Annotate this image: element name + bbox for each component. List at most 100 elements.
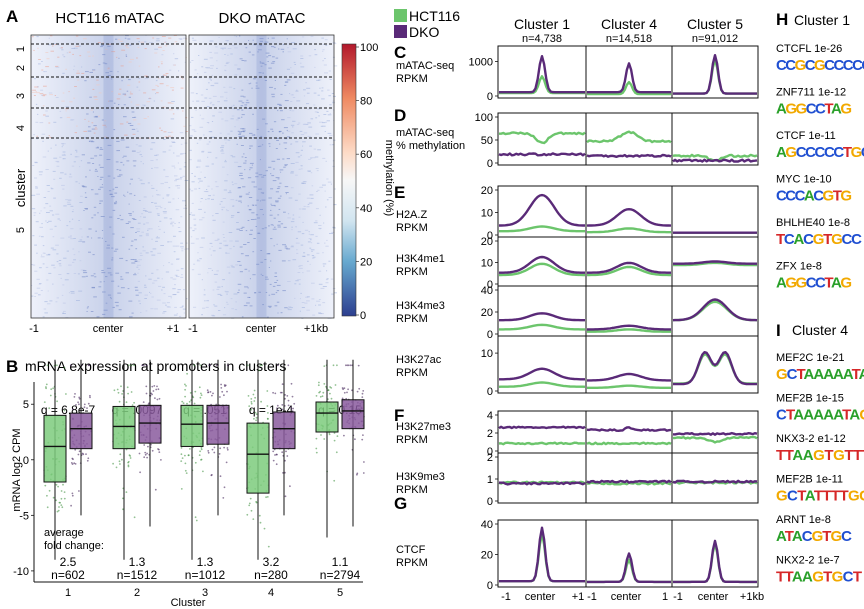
heatmap-cell (65, 199, 68, 201)
heatmap-cell (211, 121, 214, 122)
heatmap-cell (283, 127, 288, 129)
heatmap-cell (64, 279, 69, 281)
heatmap-cell (316, 242, 320, 244)
profile-y-tick: 40 (481, 519, 493, 531)
heatmap-cell (325, 282, 329, 284)
heatmap-cell (252, 251, 255, 253)
motif-base: C (785, 57, 796, 74)
boxplot-cluster-label: 4 (268, 587, 274, 599)
heatmap-cell (253, 134, 255, 136)
heatmap-cell (269, 145, 271, 147)
heatmap-cell (330, 183, 332, 185)
heatmap-cell (171, 89, 174, 91)
colorbar-tick-label: 100 (360, 42, 378, 54)
heatmap-cell (304, 229, 309, 231)
heatmap-cell (238, 187, 241, 188)
heatmap-cell (269, 86, 273, 88)
boxplot-point-dko (213, 451, 216, 454)
heatmap-cell (62, 313, 66, 314)
colorbar-tick-label: 80 (360, 96, 372, 108)
heatmap-cell (207, 185, 210, 187)
motif-base: T (776, 447, 785, 464)
motif-base: C (806, 275, 817, 292)
heatmap-cell (42, 316, 45, 318)
boxplot-point-dko (208, 364, 211, 367)
heatmap-cell (224, 245, 229, 247)
heatmap-cell (244, 169, 246, 171)
heatmap-cell (237, 211, 240, 213)
heatmap-cell (140, 41, 145, 43)
motif-base: C (802, 528, 813, 545)
heatmap-cell (272, 224, 274, 226)
heatmap-cell (91, 237, 93, 239)
motif-base: A (776, 101, 787, 118)
boxplot-point-dko (215, 364, 218, 367)
heatmap-cell (258, 188, 262, 190)
boxplot-point-hct116 (336, 435, 339, 437)
heatmap-cell (276, 279, 279, 281)
heatmap-cell (50, 247, 54, 249)
heatmap-cell (54, 95, 56, 96)
heatmap-cell (113, 177, 116, 179)
heatmap-cell (201, 66, 204, 68)
heatmap-cell (255, 176, 259, 178)
heatmap-cell (322, 302, 326, 304)
boxplot-point-hct116 (189, 392, 192, 394)
heatmap-cell (170, 221, 175, 223)
heatmap-cell (239, 175, 243, 176)
boxplot-point-hct116 (320, 434, 322, 436)
heatmap-cell (285, 193, 287, 195)
heatmap-cell (129, 183, 131, 185)
profile-row-label: mATAC-seq (396, 60, 454, 72)
heatmap-cell (137, 123, 141, 125)
motif-base: T (831, 488, 840, 505)
heatmap-cell (277, 197, 281, 199)
motif-base: G (796, 101, 808, 118)
heatmap-cell (222, 48, 224, 50)
heatmap-cell (101, 237, 103, 239)
heatmap-cell (319, 186, 323, 188)
boxplot-point-dko (152, 390, 155, 392)
heatmap-cell (204, 97, 208, 99)
heatmap-cell (92, 111, 94, 113)
boxplot-point-dko (281, 404, 284, 406)
heatmap-cell (73, 254, 76, 256)
profile-row-frame (497, 519, 759, 588)
heatmap-cell (34, 292, 38, 294)
heatmap-cell (178, 38, 183, 40)
profile-line-dko (586, 426, 672, 432)
heatmap-left-tick: center (93, 323, 124, 335)
heatmap-cell (68, 91, 70, 93)
heatmap-cell (239, 271, 243, 273)
motif-base: C (843, 569, 854, 586)
profile-line-dko (586, 208, 672, 227)
heatmap-cell (59, 156, 62, 158)
heatmap-cell (273, 217, 276, 219)
heatmap-cell (221, 118, 224, 120)
heatmap-cell (163, 108, 165, 110)
heatmap-cell (286, 68, 290, 70)
heatmap-cell (92, 88, 95, 90)
heatmap-cell (303, 255, 305, 257)
heatmap-cell (137, 222, 141, 224)
heatmap-cell (237, 130, 240, 132)
heatmap-cell (155, 237, 160, 239)
heatmap-cell (209, 51, 212, 53)
heatmap-cell (224, 180, 228, 182)
heatmap-cell (123, 194, 125, 196)
heatmap-cell (160, 100, 163, 102)
heatmap-cell (99, 202, 102, 204)
heatmap-cell (48, 272, 52, 274)
heatmap-cell (314, 156, 319, 158)
heatmap-cell (320, 287, 325, 289)
boxplot-point-dko (138, 452, 141, 455)
heatmap-cell (221, 145, 225, 147)
profile-line-dko (672, 158, 758, 163)
motif-base: G (795, 57, 807, 74)
heatmap-cell (209, 248, 211, 250)
heatmap-cell (303, 95, 306, 97)
heatmap-cell (291, 110, 295, 112)
heatmap-cell (105, 276, 108, 278)
heatmap-cell (184, 180, 189, 181)
profile-row-unit: RPKM (396, 222, 428, 234)
